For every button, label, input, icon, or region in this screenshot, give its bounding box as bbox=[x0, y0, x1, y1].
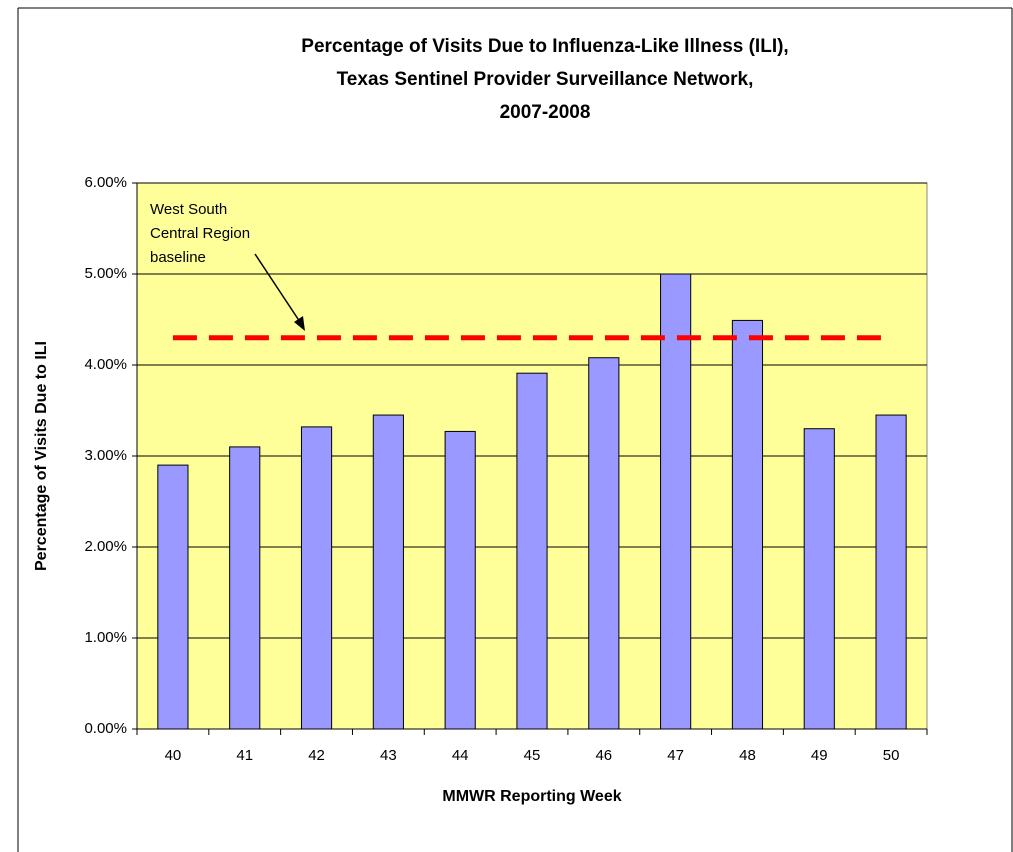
bar bbox=[875, 414, 907, 730]
x-tick-label: 50 bbox=[883, 747, 900, 764]
bar bbox=[372, 414, 404, 730]
bar bbox=[300, 426, 333, 730]
bar bbox=[731, 319, 764, 730]
x-tick-label: 45 bbox=[524, 747, 541, 764]
x-tick-label: 43 bbox=[380, 747, 397, 764]
bar bbox=[588, 357, 620, 730]
chart-title: 2007-2008 bbox=[500, 102, 591, 123]
y-tick-label: 0.00% bbox=[84, 720, 127, 737]
x-tick-label: 44 bbox=[452, 747, 469, 764]
x-tick-label: 47 bbox=[667, 747, 684, 764]
y-tick-label: 5.00% bbox=[84, 265, 127, 282]
x-tick-label: 41 bbox=[236, 747, 253, 764]
bar bbox=[803, 428, 835, 730]
y-tick-label: 4.00% bbox=[84, 356, 127, 373]
y-tick-label: 2.00% bbox=[84, 538, 127, 555]
annotation-arrow bbox=[254, 253, 301, 323]
x-tick-label: 49 bbox=[811, 747, 828, 764]
y-tick-label: 3.00% bbox=[84, 447, 127, 464]
chart-title: Percentage of Visits Due to Influenza-Li… bbox=[301, 36, 788, 57]
x-tick-label: 40 bbox=[165, 747, 182, 764]
annotation: baseline bbox=[150, 249, 206, 266]
annotation: West South bbox=[150, 201, 227, 218]
bar bbox=[229, 446, 261, 730]
chart-title: Texas Sentinel Provider Surveillance Net… bbox=[337, 69, 754, 90]
y-tick-label: 1.00% bbox=[84, 629, 127, 646]
x-tick-label: 48 bbox=[739, 747, 756, 764]
x-tick-label: 46 bbox=[595, 747, 612, 764]
bar bbox=[157, 464, 189, 730]
bar bbox=[660, 273, 692, 730]
bar bbox=[444, 430, 476, 730]
y-tick-label: 6.00% bbox=[84, 174, 127, 191]
x-tick-label: 42 bbox=[308, 747, 325, 764]
annotation-arrowhead bbox=[294, 316, 305, 331]
y-axis-title: Percentage of Visits Due to ILI bbox=[33, 341, 50, 571]
x-axis-title: MMWR Reporting Week bbox=[442, 788, 621, 805]
annotation: Central Region bbox=[150, 225, 250, 242]
bar bbox=[516, 372, 548, 730]
